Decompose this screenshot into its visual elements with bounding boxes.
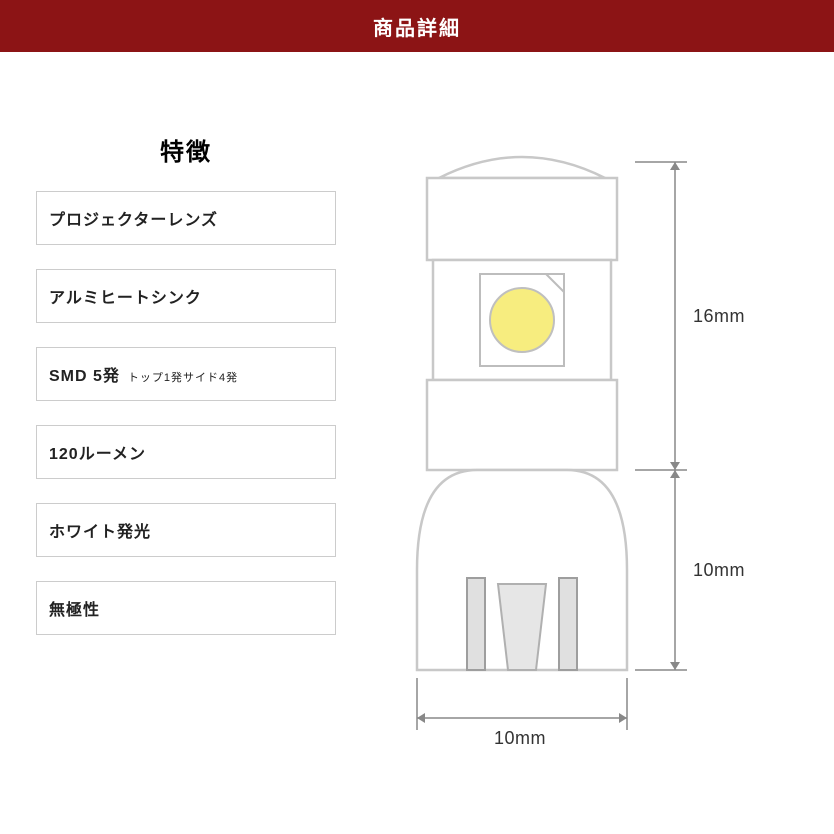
- header-bar: 商品詳細: [0, 0, 834, 52]
- features-panel: 特徴 プロジェクターレンズアルミヒートシンク SMD 5発トップ1発サイド4発 12…: [36, 132, 336, 659]
- features-title: 特徴: [36, 132, 336, 167]
- feature-box: アルミヒートシンク: [36, 269, 336, 323]
- dim-width-label: 10mm: [494, 728, 546, 749]
- feature-box: 120ルーメン: [36, 425, 336, 479]
- bulb-diagram-svg: [412, 130, 792, 760]
- header-title: 商品詳細: [373, 12, 461, 41]
- dim-lower-label: 10mm: [693, 560, 745, 581]
- feature-box: SMD 5発トップ1発サイド4発: [36, 347, 336, 401]
- feature-label: プロジェクターレンズ: [49, 212, 218, 229]
- feature-box: プロジェクターレンズ: [36, 191, 336, 245]
- content-area: 特徴 プロジェクターレンズアルミヒートシンク SMD 5発トップ1発サイド4発 12…: [0, 52, 834, 834]
- dim-upper-label: 16mm: [693, 306, 745, 327]
- feature-label: アルミヒートシンク: [49, 290, 202, 307]
- diagram-area: 16mm 10mm 10mm: [412, 130, 792, 760]
- feature-list: プロジェクターレンズアルミヒートシンク SMD 5発トップ1発サイド4発 120ルー…: [36, 191, 336, 635]
- feature-label: 120ルーメン: [49, 446, 146, 463]
- feature-label: SMD 5発: [49, 368, 120, 385]
- feature-label: 無極性: [49, 602, 100, 619]
- feature-sublabel: トップ1発サイド4発: [128, 372, 238, 384]
- feature-label: ホワイト発光: [49, 524, 151, 541]
- feature-box: ホワイト発光: [36, 503, 336, 557]
- feature-box: 無極性: [36, 581, 336, 635]
